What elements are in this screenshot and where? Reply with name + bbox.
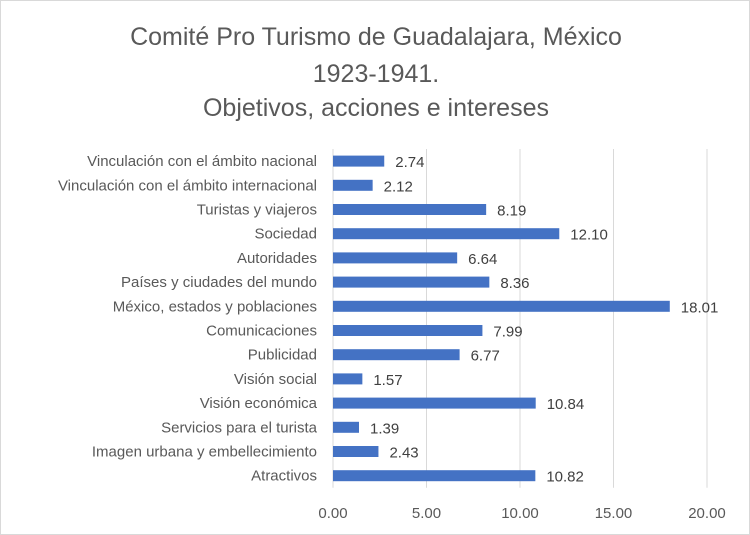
category-label: Imagen urbana y embellecimiento: [92, 444, 317, 461]
category-label: Publicidad: [248, 347, 317, 364]
bar: [333, 349, 460, 361]
bar: [333, 421, 359, 433]
bar: [333, 300, 670, 312]
data-label: 10.84: [547, 396, 585, 413]
category-label: Visión económica: [200, 395, 318, 412]
bar: [333, 446, 379, 457]
bar: [333, 397, 536, 409]
data-label: 1.57: [373, 372, 402, 389]
chart-title-line-2: 1923-1941.: [312, 60, 440, 88]
x-tick-label: 20.00: [688, 505, 726, 522]
data-label: 2.43: [389, 445, 418, 462]
chart-title-line-1: Comité Pro Turismo de Guadalajara, Méxic…: [130, 23, 622, 51]
bar: [333, 470, 536, 482]
data-label: 1.39: [370, 420, 399, 437]
bar: [333, 204, 487, 215]
x-tick-label: 15.00: [595, 505, 633, 522]
data-label: 6.77: [471, 348, 500, 365]
data-label: 2.74: [395, 154, 424, 171]
category-label: Países y ciudades del mundo: [121, 274, 317, 291]
category-label: Autoridades: [237, 250, 317, 267]
data-label: 12.10: [570, 227, 608, 244]
bar: [333, 276, 490, 288]
data-label: 8.36: [500, 275, 529, 292]
data-label: 8.19: [497, 203, 526, 220]
data-label: 7.99: [493, 324, 522, 341]
x-tick-label: 10.00: [501, 505, 539, 522]
category-label: Comunicaciones: [206, 323, 317, 340]
category-label: Vinculación con el ámbito internacional: [58, 177, 317, 194]
bar: [333, 325, 483, 336]
category-label: Turistas y viajeros: [197, 202, 317, 219]
category-label: Visión social: [234, 371, 317, 388]
category-label: Servicios para el turista: [161, 419, 318, 436]
data-label: 18.01: [681, 299, 719, 316]
category-label: México, estados y poblaciones: [113, 298, 317, 315]
data-label: 2.12: [384, 178, 413, 195]
category-label: Atractivos: [251, 468, 317, 485]
bar: [333, 155, 385, 167]
data-label: 10.82: [546, 469, 584, 486]
category-label: Vinculación con el ámbito nacional: [87, 153, 317, 170]
x-tick-label: 5.00: [412, 505, 441, 522]
bar: [333, 179, 373, 191]
category-label: Sociedad: [254, 226, 317, 243]
chart-title-line-3: Objetivos, acciones e intereses: [202, 94, 549, 122]
bar: [333, 252, 458, 264]
bar: [333, 373, 363, 385]
data-label: 6.64: [468, 251, 497, 268]
x-tick-label: 0.00: [318, 505, 347, 522]
bar: [333, 228, 560, 240]
